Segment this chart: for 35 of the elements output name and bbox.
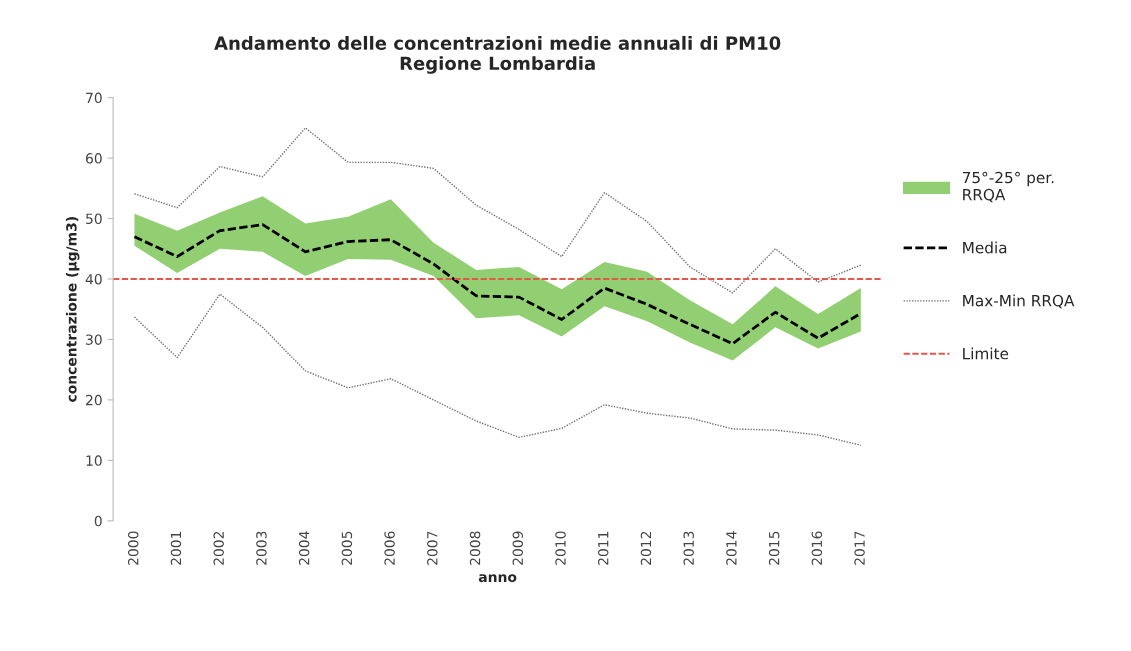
x-tick-label: 2002: [213, 531, 224, 565]
x-tick-label: 2009: [512, 531, 524, 565]
x-tick-label: 2010: [555, 531, 566, 565]
y-tick-label: 20: [86, 394, 102, 406]
y-tick-label: 60: [85, 153, 102, 164]
y-axis-title: concentrazione (µg/m3): [65, 217, 80, 402]
x-tick-label: 2013: [683, 531, 694, 565]
x-tick-label: 2003: [256, 531, 267, 565]
chart-title: Andamento delle concentrazioni medie annuali di PM10 Regione Lombardia: [214, 35, 781, 74]
y-tick-label: 0: [94, 515, 102, 527]
x-tick-label: 2012: [640, 531, 652, 565]
y-tick-label: 50: [86, 213, 102, 225]
y-tick-label: 30: [86, 334, 102, 345]
line-series: [133, 127, 862, 294]
x-tick-label: 2015: [768, 531, 780, 565]
x-tick-label: 2017: [854, 531, 865, 565]
x-tick-label: 2004: [298, 531, 310, 565]
y-tick-label: 10: [86, 455, 102, 466]
x-tick-label: 2008: [469, 531, 481, 565]
x-tick-label: 2006: [384, 531, 395, 565]
legend-label: Media: [963, 241, 1007, 254]
y-tick-label: 70: [86, 92, 102, 104]
x-axis-title: anno: [478, 574, 517, 583]
x-tick-label: 2000: [127, 531, 139, 565]
line-series: [133, 293, 862, 446]
x-tick-label: 2007: [427, 531, 438, 565]
x-tick-label: 2005: [341, 531, 353, 565]
y-tick-label: 40: [85, 273, 102, 285]
x-tick-label: 2016: [811, 531, 823, 565]
x-tick-label: 2001: [170, 531, 182, 565]
x-tick-label: 2011: [597, 531, 609, 565]
legend-label: Max-Min RRQA: [963, 294, 1075, 309]
legend-label: Limite: [963, 347, 1009, 360]
legend-label: 75°-25° per. RRQA: [962, 171, 1054, 203]
x-tick-label: 2014: [726, 531, 737, 565]
